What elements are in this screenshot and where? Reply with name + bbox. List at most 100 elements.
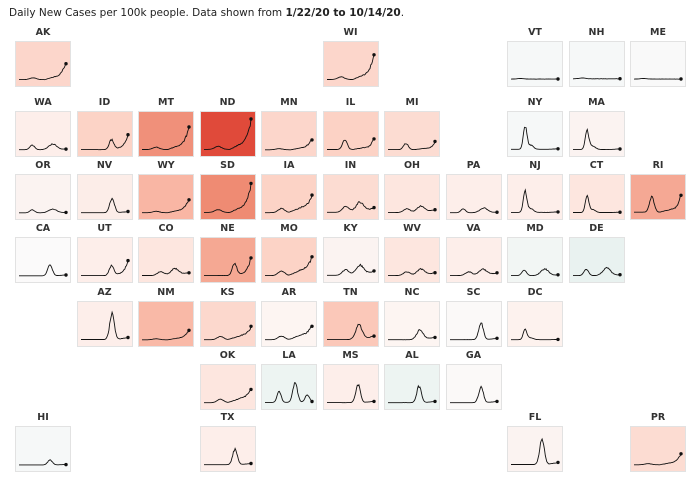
latest-value-marker <box>617 77 622 81</box>
latest-value-marker <box>64 147 68 151</box>
series-line-wv <box>388 267 436 277</box>
state-tile-ca[interactable]: CA <box>15 222 71 283</box>
state-label: NY <box>527 97 543 108</box>
sparkline <box>449 322 499 341</box>
state-tile-pa[interactable]: PA <box>445 159 502 220</box>
state-tile-nd[interactable]: ND <box>199 96 256 157</box>
state-tile-ga[interactable]: GA <box>445 349 502 410</box>
state-tile-wv[interactable]: WV <box>384 222 440 283</box>
state-tile-il[interactable]: IL <box>322 96 379 157</box>
sparkline <box>572 77 622 81</box>
state-tile-in[interactable]: IN <box>322 159 379 220</box>
state-tile-al[interactable]: AL <box>384 349 440 410</box>
series-line-ms <box>326 383 374 404</box>
series-line-la <box>265 382 313 403</box>
series-line-ok <box>203 389 251 404</box>
latest-value-marker <box>64 273 68 277</box>
state-label: CA <box>35 223 51 234</box>
state-tile-id[interactable]: ID <box>76 96 133 157</box>
latest-value-marker <box>248 324 253 328</box>
state-tile-nv[interactable]: NV <box>76 159 133 220</box>
state-tile-sd[interactable]: SD <box>199 159 256 220</box>
state-tile-az[interactable]: AZ <box>76 286 133 347</box>
state-tile-ri[interactable]: RI <box>630 159 686 220</box>
sparkline <box>388 204 437 214</box>
state-tile-or[interactable]: OR <box>15 159 71 220</box>
latest-value-marker <box>310 324 314 328</box>
state-tile-nm[interactable]: NM <box>138 286 194 347</box>
state-tile-ak[interactable]: AK <box>15 26 71 87</box>
series-line-dc <box>511 328 559 341</box>
state-tile-ct[interactable]: CT <box>568 159 625 220</box>
state-tile-nj[interactable]: NJ <box>507 159 563 220</box>
state-tile-ia[interactable]: IA <box>261 159 317 220</box>
state-tile-sc[interactable]: SC <box>445 286 502 347</box>
state-label: WY <box>157 160 175 171</box>
state-tile-la[interactable]: LA <box>261 349 317 410</box>
state-label: PR <box>650 412 666 423</box>
tile-background <box>568 41 625 87</box>
latest-value-marker <box>433 271 437 275</box>
state-tile-va[interactable]: VA <box>445 222 502 283</box>
sparkline <box>265 138 314 151</box>
state-tile-ar[interactable]: AR <box>261 286 317 347</box>
latest-value-marker <box>371 269 376 273</box>
state-tile-ut[interactable]: UT <box>76 222 133 283</box>
latest-value-marker <box>679 193 683 197</box>
state-tile-md[interactable]: MD <box>507 222 563 283</box>
state-tile-ky[interactable]: KY <box>322 222 379 283</box>
state-tile-ms[interactable]: MS <box>322 349 379 410</box>
state-label: HI <box>37 412 49 423</box>
state-label: MN <box>280 97 298 108</box>
latest-value-marker <box>556 337 560 342</box>
series-line-fl <box>511 437 559 465</box>
state-tile-wa[interactable]: WA <box>15 96 71 157</box>
series-line-ne <box>203 257 251 277</box>
state-tile-tn[interactable]: TN <box>322 286 379 347</box>
series-line-md <box>511 268 558 277</box>
state-tile-mo[interactable]: MO <box>261 222 317 283</box>
state-tile-ks[interactable]: KS <box>199 286 256 347</box>
state-label: IL <box>345 97 356 108</box>
state-label: VT <box>528 27 542 38</box>
title-prefix: Daily New Cases per 100k people. Data sh… <box>9 7 286 19</box>
state-label: MS <box>342 350 359 361</box>
state-tile-de[interactable]: DE <box>568 222 625 283</box>
state-tile-tx[interactable]: TX <box>199 411 256 472</box>
state-label: KY <box>343 223 358 234</box>
series-line-ny <box>511 126 558 150</box>
state-tile-ma[interactable]: MA <box>568 96 625 157</box>
state-tile-wy[interactable]: WY <box>138 159 194 220</box>
tile-background <box>384 237 440 283</box>
state-tile-ne[interactable]: NE <box>199 222 256 283</box>
state-tile-nh[interactable]: NH <box>568 26 625 87</box>
latest-value-marker <box>248 256 253 260</box>
latest-value-marker <box>310 138 314 142</box>
state-tile-me[interactable]: ME <box>630 26 686 87</box>
state-tile-co[interactable]: CO <box>138 222 194 283</box>
state-tile-pr[interactable]: PR <box>630 411 686 472</box>
latest-value-marker <box>617 273 622 277</box>
series-line-nd <box>203 118 251 150</box>
sparkline <box>388 384 437 404</box>
state-tile-mi[interactable]: MI <box>384 96 440 157</box>
state-tile-hi[interactable]: HI <box>15 411 71 472</box>
series-line-nm <box>142 330 190 341</box>
latest-value-marker <box>556 77 560 81</box>
state-tile-vt[interactable]: VT <box>507 26 563 87</box>
state-label: MD <box>526 223 544 234</box>
series-line-oh <box>388 204 436 214</box>
state-tile-dc[interactable]: DC <box>507 286 563 347</box>
state-tile-mt[interactable]: MT <box>138 96 194 157</box>
sparkline <box>634 193 683 213</box>
sparkline <box>388 267 437 277</box>
state-tile-oh[interactable]: OH <box>384 159 440 220</box>
latest-value-marker <box>248 181 253 186</box>
state-tile-nc[interactable]: NC <box>384 286 440 347</box>
state-tile-ok[interactable]: OK <box>199 349 256 410</box>
state-tile-ny[interactable]: NY <box>507 96 563 157</box>
state-tile-wi[interactable]: WI <box>322 26 379 87</box>
state-label: MT <box>158 97 174 108</box>
state-tile-mn[interactable]: MN <box>261 96 317 157</box>
state-tile-fl[interactable]: FL <box>507 411 563 472</box>
